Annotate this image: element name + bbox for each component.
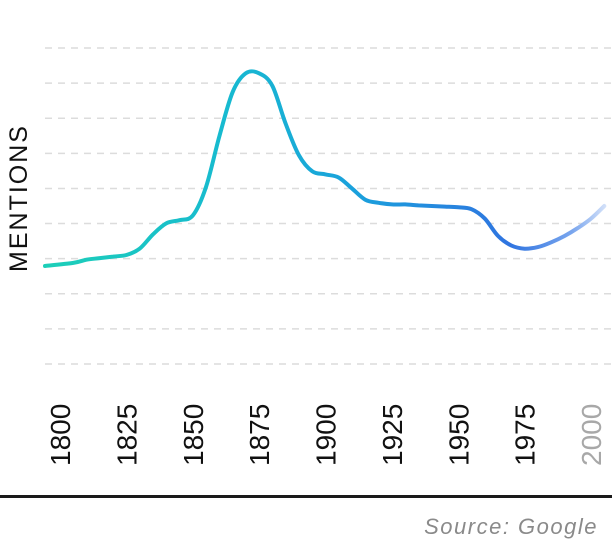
x-axis-ticks: 1800 1825 1850 1875 1900 1925 1950 1975 2000 bbox=[45, 404, 607, 466]
series-line-mentions bbox=[43, 69, 607, 268]
x-tick-label-1875: 1875 bbox=[244, 404, 275, 466]
y-axis-label-text: MENTIONS bbox=[5, 124, 33, 272]
baseline-rule bbox=[0, 495, 612, 498]
x-tick-label-2000: 2000 bbox=[576, 404, 607, 466]
x-tick-label-1800: 1800 bbox=[45, 404, 76, 466]
x-tick-label-1825: 1825 bbox=[111, 404, 142, 466]
x-tick-label-1950: 1950 bbox=[443, 404, 474, 466]
x-tick-label-1925: 1925 bbox=[377, 404, 408, 466]
y-axis-label: MENTIONS bbox=[5, 124, 33, 272]
source-note: Source: Google bbox=[424, 514, 598, 539]
x-tick-label-1975: 1975 bbox=[510, 404, 541, 466]
x-tick-label-1850: 1850 bbox=[178, 404, 209, 466]
x-tick-label-1900: 1900 bbox=[311, 404, 342, 466]
gridlines bbox=[45, 47, 612, 365]
